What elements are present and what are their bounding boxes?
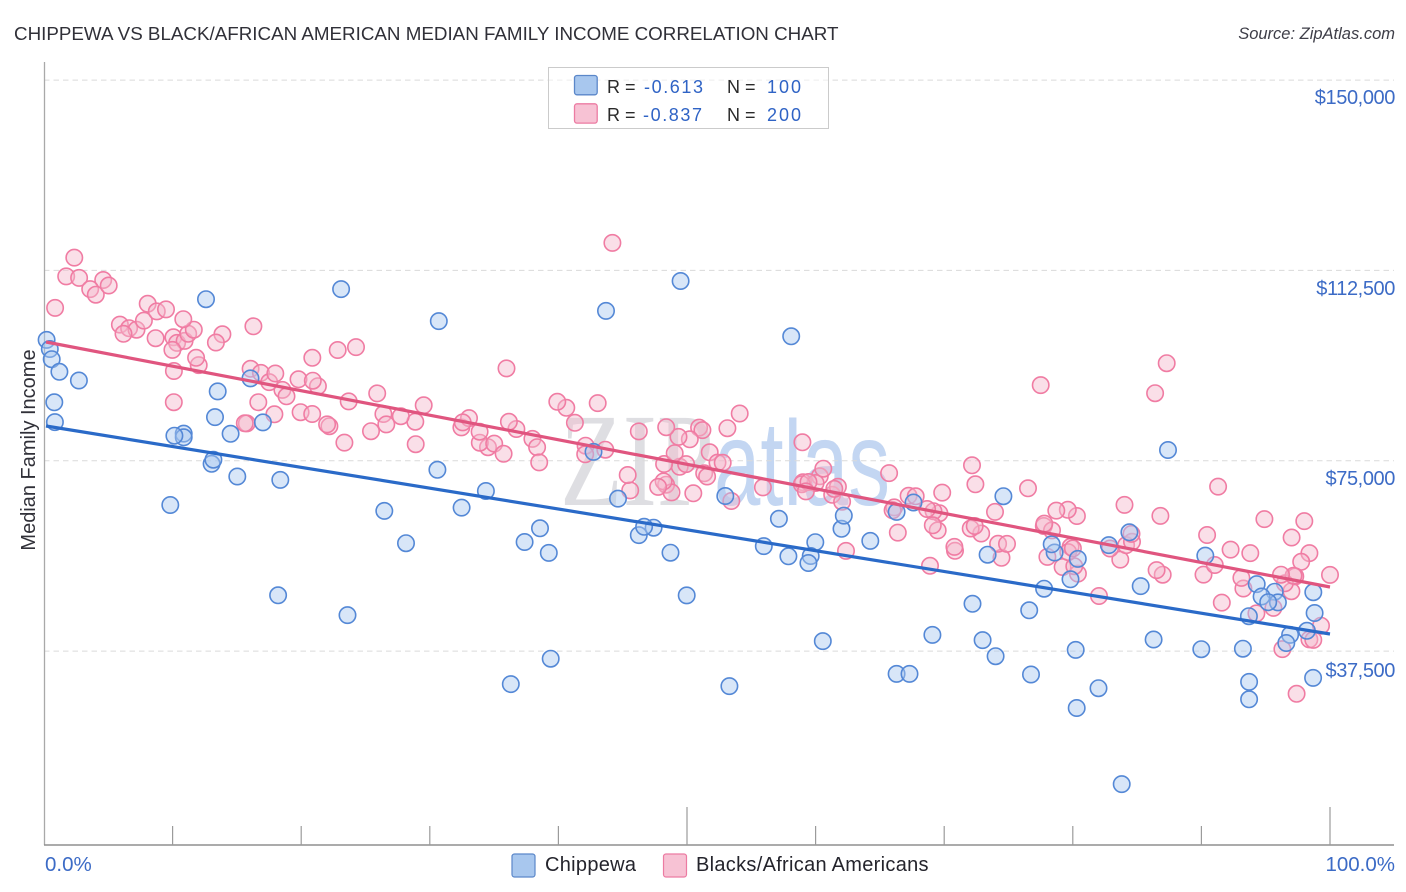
svg-text:N =: N = bbox=[727, 105, 756, 125]
svg-text:Blacks/African Americans: Blacks/African Americans bbox=[696, 854, 929, 876]
svg-text:0.0%: 0.0% bbox=[45, 853, 92, 876]
svg-text:200: 200 bbox=[767, 105, 803, 125]
svg-text:R =: R = bbox=[607, 105, 636, 125]
svg-text:R =: R = bbox=[607, 77, 636, 97]
svg-text:Source: ZipAtlas.com: Source: ZipAtlas.com bbox=[1238, 25, 1395, 43]
svg-text:100.0%: 100.0% bbox=[1325, 853, 1395, 876]
svg-text:$37,500: $37,500 bbox=[1326, 660, 1396, 682]
svg-text:CHIPPEWA VS BLACK/AFRICAN AMER: CHIPPEWA VS BLACK/AFRICAN AMERICAN MEDIA… bbox=[14, 23, 839, 44]
svg-text:Median Family Income: Median Family Income bbox=[18, 349, 40, 550]
svg-text:$150,000: $150,000 bbox=[1315, 87, 1395, 109]
svg-text:ZIP: ZIP bbox=[560, 386, 714, 534]
svg-text:100: 100 bbox=[767, 77, 803, 97]
svg-text:$75,000: $75,000 bbox=[1326, 468, 1396, 490]
svg-text:N =: N = bbox=[727, 77, 756, 97]
svg-text:atlas: atlas bbox=[714, 395, 890, 531]
svg-text:-0.837: -0.837 bbox=[643, 105, 704, 125]
svg-text:$112,500: $112,500 bbox=[1316, 278, 1395, 300]
svg-text:-0.613: -0.613 bbox=[644, 77, 705, 97]
svg-text:Chippewa: Chippewa bbox=[545, 854, 637, 876]
